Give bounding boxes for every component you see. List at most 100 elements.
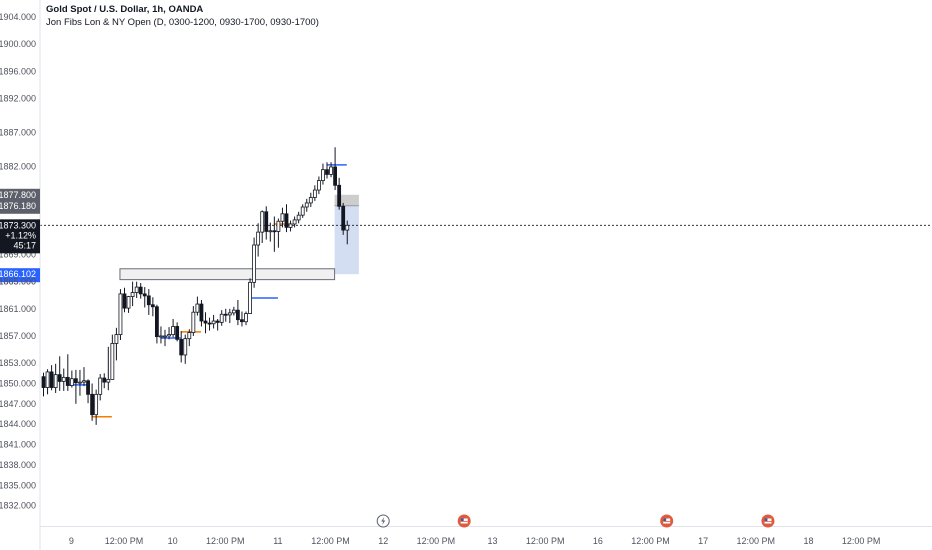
candle[interactable] bbox=[167, 327, 171, 340]
lightning-icon[interactable] bbox=[376, 514, 390, 528]
current-price-badge-text: +1.12% bbox=[5, 230, 36, 240]
candle[interactable] bbox=[110, 334, 115, 380]
candle[interactable] bbox=[98, 373, 103, 401]
candle[interactable] bbox=[231, 306, 236, 316]
candle[interactable] bbox=[203, 312, 208, 334]
indicator-label[interactable]: Jon Fibs Lon & NY Open (D, 0300-1200, 09… bbox=[46, 17, 319, 28]
candle[interactable] bbox=[244, 311, 248, 326]
candle[interactable] bbox=[308, 192, 313, 208]
candle-body bbox=[199, 303, 204, 322]
candle[interactable] bbox=[150, 297, 155, 317]
candle[interactable] bbox=[333, 147, 338, 191]
candle-body bbox=[118, 293, 123, 336]
candle[interactable] bbox=[288, 220, 293, 232]
candle[interactable] bbox=[325, 162, 329, 179]
candle[interactable] bbox=[126, 295, 131, 313]
candle[interactable] bbox=[74, 369, 78, 404]
candle[interactable] bbox=[248, 278, 252, 314]
candle[interactable] bbox=[187, 329, 192, 347]
candle[interactable] bbox=[321, 163, 325, 185]
candle[interactable] bbox=[207, 317, 212, 331]
candle[interactable] bbox=[268, 222, 273, 242]
position-stop-zone[interactable] bbox=[334, 194, 359, 206]
candle[interactable] bbox=[114, 327, 119, 361]
candle[interactable] bbox=[337, 177, 342, 210]
candle[interactable] bbox=[341, 202, 346, 235]
candle[interactable] bbox=[57, 356, 62, 391]
candle[interactable] bbox=[175, 322, 180, 342]
candle[interactable] bbox=[211, 314, 216, 329]
candle[interactable] bbox=[146, 289, 151, 315]
candle[interactable] bbox=[280, 207, 285, 228]
events-layer bbox=[376, 514, 775, 528]
candle[interactable] bbox=[276, 218, 281, 248]
candle[interactable] bbox=[61, 368, 66, 391]
candle[interactable] bbox=[65, 354, 70, 391]
candle[interactable] bbox=[122, 287, 127, 313]
candle[interactable] bbox=[82, 367, 86, 387]
candle[interactable] bbox=[159, 326, 163, 344]
candle-body bbox=[292, 219, 297, 225]
candle[interactable] bbox=[199, 299, 204, 327]
candle-body bbox=[106, 378, 111, 383]
candle[interactable] bbox=[154, 304, 159, 344]
flag-icon[interactable] bbox=[660, 514, 674, 528]
lightning-glyph bbox=[381, 517, 386, 525]
candle[interactable] bbox=[223, 308, 228, 322]
candle[interactable] bbox=[102, 373, 107, 389]
candle[interactable] bbox=[235, 299, 240, 326]
flag-icon[interactable] bbox=[457, 514, 471, 528]
candle[interactable] bbox=[49, 365, 54, 391]
candle-body bbox=[159, 335, 163, 338]
candle[interactable] bbox=[134, 281, 139, 298]
candle[interactable] bbox=[252, 237, 257, 288]
candle[interactable] bbox=[300, 204, 305, 218]
candle[interactable] bbox=[292, 216, 297, 228]
candle[interactable] bbox=[272, 216, 277, 252]
time-tick-label: 17 bbox=[698, 536, 708, 546]
candle[interactable] bbox=[345, 220, 350, 245]
candle[interactable] bbox=[316, 176, 321, 195]
candle[interactable] bbox=[179, 331, 184, 363]
candle[interactable] bbox=[90, 383, 94, 421]
chart-title: Gold Spot / U.S. Dollar, 1h, OANDA bbox=[46, 4, 204, 15]
candle[interactable] bbox=[312, 185, 317, 201]
candle[interactable] bbox=[106, 346, 111, 391]
range-box[interactable] bbox=[119, 268, 336, 281]
candle[interactable] bbox=[94, 389, 99, 425]
candle[interactable] bbox=[191, 306, 196, 336]
candle[interactable] bbox=[227, 308, 232, 324]
candle[interactable] bbox=[118, 289, 123, 341]
price-tick-label: 1904.000 bbox=[0, 12, 36, 22]
candle[interactable] bbox=[240, 311, 244, 327]
candle[interactable] bbox=[215, 318, 220, 331]
candle[interactable] bbox=[138, 283, 143, 299]
candle-body bbox=[231, 309, 236, 314]
time-tick-label: 12:00 PM bbox=[105, 536, 144, 546]
candle[interactable] bbox=[171, 318, 176, 338]
candle[interactable] bbox=[41, 372, 46, 397]
candle[interactable] bbox=[86, 379, 90, 404]
candle[interactable] bbox=[304, 198, 309, 212]
candle[interactable] bbox=[130, 281, 135, 307]
price-tick-label: 1844.000 bbox=[0, 419, 36, 429]
candle[interactable] bbox=[260, 210, 265, 243]
candle[interactable] bbox=[296, 211, 301, 224]
candle[interactable] bbox=[163, 329, 167, 347]
candle[interactable] bbox=[183, 334, 188, 364]
flag-icon[interactable] bbox=[761, 514, 775, 528]
candle[interactable] bbox=[264, 206, 269, 240]
candle-body bbox=[227, 312, 232, 316]
candle[interactable] bbox=[195, 296, 200, 316]
candle[interactable] bbox=[78, 369, 82, 396]
candle[interactable] bbox=[53, 363, 58, 393]
candle[interactable] bbox=[329, 162, 333, 178]
candle[interactable] bbox=[45, 369, 50, 395]
candle[interactable] bbox=[256, 223, 261, 257]
candle[interactable] bbox=[69, 370, 74, 388]
candle[interactable] bbox=[142, 287, 147, 308]
candle[interactable] bbox=[219, 310, 224, 326]
candle[interactable] bbox=[284, 204, 289, 233]
